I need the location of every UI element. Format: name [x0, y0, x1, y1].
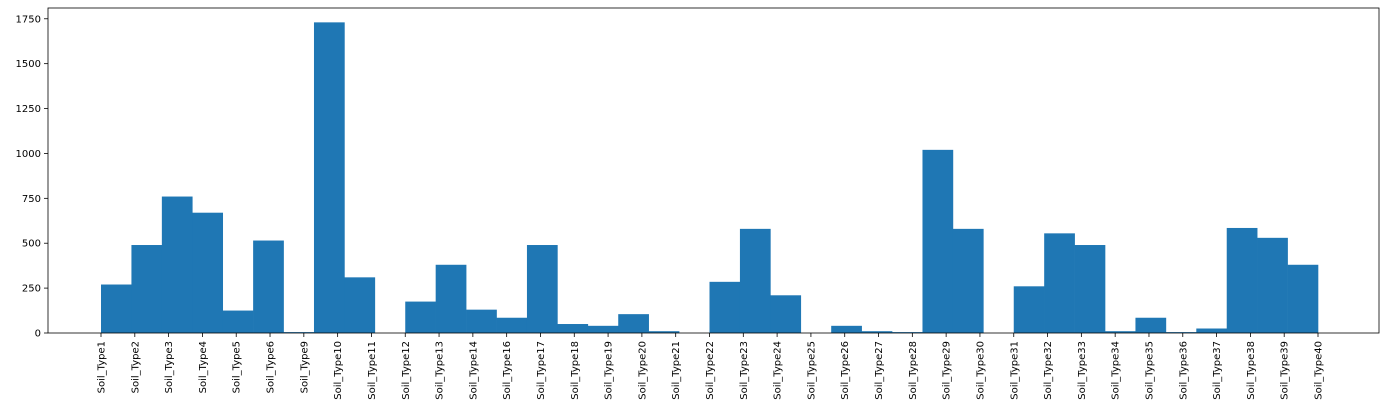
- y-tick-label: 1500: [16, 59, 41, 70]
- y-axis-ticks: 0 250 500 750 1000 1250 1500 1750: [16, 14, 48, 340]
- histogram-bar: [101, 284, 132, 333]
- histogram-bar: [466, 309, 497, 333]
- histogram-bar: [192, 212, 224, 333]
- x-tick-label: Soil_Type30: [975, 341, 986, 400]
- x-tick-label: Soil_Type37: [1212, 341, 1223, 400]
- histogram-bar: [496, 317, 528, 333]
- x-tick-label: Soil_Type28: [908, 341, 919, 400]
- x-tick-label: Soil_Type5: [232, 341, 243, 393]
- histogram-bar: [1044, 233, 1075, 333]
- x-tick-label: Soil_Type14: [468, 341, 479, 400]
- x-tick-label: Soil_Type3: [164, 341, 175, 393]
- x-tick-label: Soil_Type23: [739, 341, 750, 400]
- y-tick-label: 500: [22, 239, 41, 250]
- histogram-bar: [1105, 331, 1136, 333]
- y-tick-label: 250: [22, 284, 41, 295]
- histogram-bar: [587, 325, 619, 333]
- x-tick-label: Soil_Type18: [570, 341, 581, 400]
- histogram-bar: [648, 331, 680, 333]
- x-tick-label: Soil_Type6: [266, 341, 277, 393]
- histogram-bar: [222, 310, 254, 333]
- histogram-bar: [739, 228, 771, 333]
- x-tick-label: Soil_Type34: [1111, 341, 1122, 400]
- x-tick-label: Soil_Type35: [1144, 341, 1155, 400]
- x-tick-label: Soil_Type20: [637, 341, 648, 400]
- y-tick-label: 1000: [16, 149, 41, 160]
- histogram-bar: [253, 240, 284, 333]
- histogram-bar: [344, 277, 376, 333]
- histogram-bar: [1287, 264, 1319, 333]
- x-tick-label: Soil_Type25: [806, 341, 817, 400]
- x-tick-label: Soil_Type13: [435, 341, 446, 400]
- y-tick-label: 1750: [16, 14, 41, 25]
- histogram-bar: [618, 314, 649, 333]
- histogram-bar: [435, 264, 467, 333]
- x-tick-label: Soil_Type31: [1009, 341, 1020, 400]
- histogram-bar: [526, 245, 558, 333]
- x-tick-label: Soil_Type4: [198, 341, 209, 393]
- y-tick-label: 0: [35, 329, 41, 340]
- histogram-bar: [1196, 328, 1228, 333]
- histogram-bar: [892, 332, 923, 333]
- x-tick-label: Soil_Type40: [1314, 341, 1325, 400]
- x-tick-label: Soil_Type16: [502, 341, 513, 400]
- histogram-bar: [1165, 332, 1197, 333]
- histogram-bar: [831, 325, 862, 333]
- x-tick-label: Soil_Type29: [942, 341, 953, 400]
- histogram-bar: [1226, 227, 1258, 333]
- x-tick-label: Soil_Type1: [97, 341, 108, 393]
- x-tick-label: Soil_Type9: [299, 341, 310, 393]
- histogram-bar: [1013, 286, 1045, 333]
- x-tick-label: Soil_Type11: [367, 341, 378, 400]
- x-tick-label: Soil_Type27: [874, 341, 885, 400]
- x-tick-label: Soil_Type24: [773, 341, 784, 400]
- histogram-bar: [861, 331, 893, 333]
- histogram-bar: [770, 295, 802, 333]
- x-tick-label: Soil_Type2: [130, 341, 141, 393]
- histogram-bar: [1257, 237, 1288, 333]
- y-tick-label: 750: [22, 194, 41, 205]
- histogram-bar: [405, 301, 436, 333]
- histogram-bar: [313, 22, 345, 334]
- x-tick-label: Soil_Type33: [1077, 341, 1088, 400]
- x-tick-label: Soil_Type39: [1280, 341, 1291, 400]
- histogram-bar: [283, 332, 315, 333]
- x-tick-label: Soil_Type38: [1246, 341, 1257, 400]
- bars-layer: [101, 22, 1319, 334]
- histogram-bar: [952, 228, 984, 333]
- x-tick-label: Soil_Type17: [536, 341, 547, 400]
- y-tick-label: 1250: [16, 104, 41, 115]
- x-tick-label: Soil_Type10: [333, 341, 344, 400]
- histogram-bar: [131, 245, 163, 333]
- plot-frame: [47, 7, 1380, 334]
- histogram-bar: [161, 196, 193, 333]
- x-tick-label: Soil_Type22: [705, 341, 716, 400]
- histogram-bar: [1135, 317, 1167, 333]
- x-axis-ticks: Soil_Type1 Soil_Type2 Soil_Type3 Soil_Type4…: [97, 333, 1325, 400]
- histogram-bar: [922, 149, 954, 333]
- x-tick-label: Soil_Type32: [1043, 341, 1054, 400]
- x-tick-label: Soil_Type36: [1178, 341, 1189, 400]
- x-tick-label: Soil_Type19: [604, 341, 615, 400]
- histogram-bar: [1074, 245, 1106, 333]
- axes-layer: [47, 7, 1380, 334]
- histogram-bar: [557, 324, 589, 333]
- x-tick-label: Soil_Type21: [671, 341, 682, 400]
- x-tick-label: Soil_Type26: [840, 341, 851, 400]
- histogram-bar: [709, 281, 741, 333]
- x-tick-label: Soil_Type12: [401, 341, 412, 400]
